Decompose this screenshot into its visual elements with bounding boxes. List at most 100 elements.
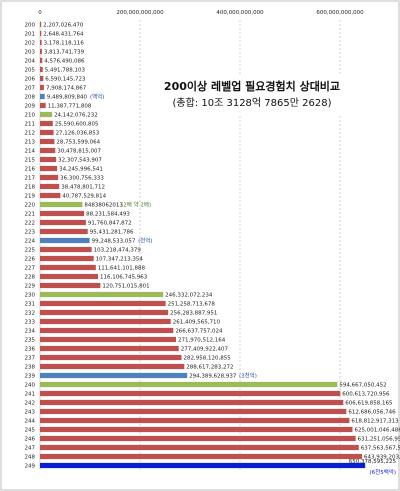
bar-207	[40, 84, 44, 91]
category-label: 227	[25, 266, 36, 272]
category-label: 249	[25, 464, 36, 470]
bar-217	[40, 174, 59, 181]
category-label: 204	[25, 59, 36, 65]
data-label: 261,409,565,710	[173, 320, 221, 326]
bar-219	[40, 192, 61, 199]
data-label: 28,753,599,064	[56, 140, 100, 146]
bar-240	[40, 381, 338, 388]
data-label: 7,908,174,867	[46, 86, 87, 92]
bar-208	[40, 93, 45, 100]
category-label: 217	[25, 176, 36, 182]
category-label: 242	[25, 401, 36, 407]
category-label: 245	[25, 428, 36, 434]
category-label: 223	[25, 230, 36, 236]
category-label: 243	[25, 410, 36, 416]
category-label: 213	[25, 140, 36, 146]
bar-200	[40, 21, 42, 28]
data-label: 40,787,529,814	[62, 194, 106, 200]
category-label: 208	[25, 95, 36, 101]
data-label: 618,812,917,313	[351, 419, 399, 425]
category-label: 229	[25, 284, 36, 290]
data-label: 6,590,145,723	[45, 77, 86, 83]
x-tick-label: 0	[38, 10, 42, 16]
bar-218	[40, 183, 60, 190]
category-label: 248	[25, 455, 36, 461]
data-label: 32,307,543,907	[58, 158, 102, 164]
category-label: 236	[25, 347, 36, 353]
data-label: 643,939,203,194	[364, 455, 400, 461]
data-label: 294,389,628,937	[189, 374, 237, 380]
category-label: 212	[25, 131, 36, 137]
annotation: (3천억)	[239, 372, 257, 380]
data-label: 27,126,036,853	[56, 131, 100, 137]
data-label: 4,576,490,086	[44, 59, 85, 65]
bar-236	[40, 345, 179, 352]
data-label: 107,347,213,354	[96, 257, 144, 263]
data-label: 111,641,101,888	[98, 266, 146, 272]
bar-228	[40, 273, 99, 280]
bar-249	[40, 462, 366, 469]
bar-202	[40, 39, 42, 46]
data-label: 116,106,745,963	[100, 275, 148, 281]
category-label: 231	[25, 302, 36, 308]
data-label: 631,251,056,950	[358, 437, 400, 443]
data-label: 650,378,595,225	[349, 459, 397, 465]
category-label: 210	[25, 113, 36, 119]
category-label: 202	[25, 41, 36, 47]
category-label: 200	[25, 23, 36, 29]
bar-245	[40, 426, 353, 433]
bar-223	[40, 228, 88, 235]
category-labels: 200 201 202 203 204 205 206 207 208 209 210 211 212 2…	[25, 23, 36, 470]
bar-235	[40, 336, 176, 343]
data-label: 246,332,072,234	[165, 293, 213, 299]
category-label: 211	[25, 122, 36, 128]
bar-248	[40, 453, 362, 460]
bar-247	[40, 444, 359, 451]
data-label: 25,590,600,805	[55, 122, 99, 128]
bar-206	[40, 75, 44, 82]
data-label: 271,970,512,164	[178, 338, 226, 344]
data-label: 2,207,026,470	[43, 23, 84, 29]
category-label: 247	[25, 446, 36, 452]
data-label: 612,686,056,746	[348, 410, 396, 416]
data-label: 38,478,801,712	[61, 185, 105, 191]
category-label: 224	[25, 239, 36, 245]
data-label: 84838062013	[84, 203, 123, 209]
bar-230	[40, 291, 164, 298]
category-label: 214	[25, 149, 36, 155]
bar-232	[40, 309, 169, 316]
data-label: 95,431,281,786	[90, 230, 134, 236]
x-tick-label: 600,000,000,000	[316, 10, 364, 16]
bar-212	[40, 129, 54, 136]
title-box	[160, 75, 392, 115]
bar-233	[40, 318, 171, 325]
category-label: 206	[25, 77, 36, 83]
category-label: 239	[25, 374, 36, 380]
data-label: 103,218,474,379	[94, 248, 142, 254]
data-label: 2,648,431,764	[43, 32, 84, 38]
category-label: 218	[25, 185, 36, 191]
bar-242	[40, 399, 344, 406]
data-label: 282,958,120,855	[183, 356, 231, 362]
category-label: 221	[25, 212, 36, 218]
category-label: 241	[25, 392, 36, 398]
chart-title: 200이상 레벨업 필요경험치 상대비교	[164, 79, 340, 93]
data-label: 11,387,771,808	[48, 104, 92, 110]
data-label: 99,248,533,057	[92, 239, 136, 245]
category-label: 235	[25, 338, 36, 344]
bar-229	[40, 282, 101, 289]
data-label: 5,491,788,103	[45, 68, 86, 74]
bar-201	[40, 30, 42, 37]
bar-239	[40, 372, 188, 379]
data-labels: 2,207,026,470 2,648,431,764 3,178,118,116 3…	[43, 23, 400, 466]
category-label: 226	[25, 257, 36, 263]
annotation: (6천5백억)	[370, 468, 396, 476]
data-label: 9,489,809,840	[47, 95, 88, 101]
data-label: 256,283,887,951	[170, 311, 217, 317]
bar-209	[40, 102, 46, 109]
x-tick-label: 200,000,000,000	[116, 10, 164, 16]
category-label: 240	[25, 383, 36, 389]
category-label: 222	[25, 221, 36, 227]
